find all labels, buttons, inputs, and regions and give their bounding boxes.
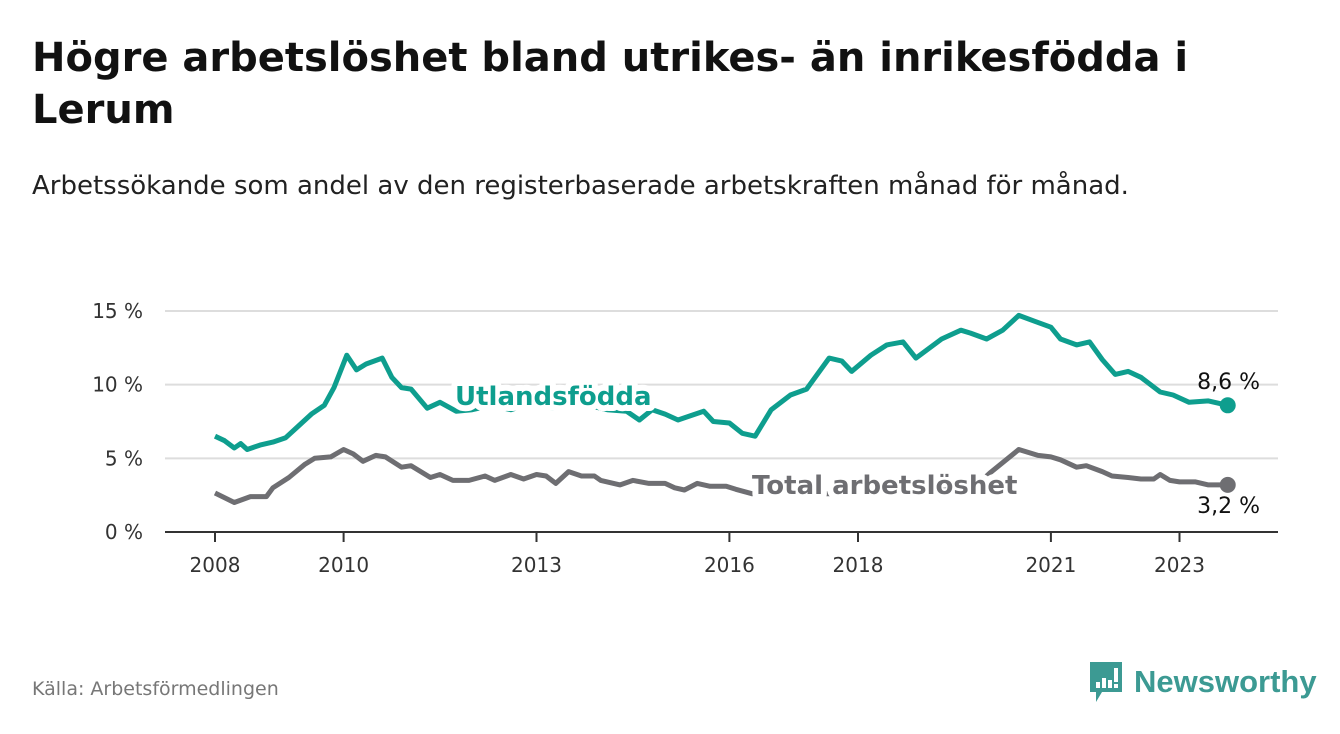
x-tick-label: 2016 xyxy=(704,553,755,577)
line-total xyxy=(213,447,1228,505)
series-lines xyxy=(213,312,1236,505)
chart-subtitle: Arbetssökande som andel av den registerb… xyxy=(32,171,1129,201)
x-tick-label: 2021 xyxy=(1025,553,1076,577)
x-tick-label: 2010 xyxy=(318,553,369,577)
end-point-utlandsfodda xyxy=(1219,397,1236,414)
end-label-utlandsfodda: 8,6 % xyxy=(1197,370,1260,395)
chart-title: Högre arbetslöshet bland utrikes- än inr… xyxy=(32,35,1189,133)
end-label-total: 3,2 % xyxy=(1197,494,1260,519)
y-axis-ticks: 0 % 5 % 10 % 15 % xyxy=(92,299,143,544)
series-label-utlandsfodda: Utlandsfödda xyxy=(455,382,652,412)
x-tick-label: 2018 xyxy=(833,553,884,577)
newsworthy-logo: Newsworthy xyxy=(1088,660,1317,704)
line-utlandsfodda xyxy=(213,312,1229,452)
end-point-total xyxy=(1219,476,1236,493)
x-axis-ticks: 2008 2010 2013 2016 2018 2021 2023 xyxy=(190,532,1205,577)
series-label-total: Total arbetslöshet xyxy=(752,471,1017,501)
y-tick-label: 15 % xyxy=(92,299,143,323)
series-labels: Utlandsfödda Total arbetslöshet 8,6 % 3,… xyxy=(449,370,1260,519)
y-tick-label: 5 % xyxy=(105,446,143,470)
x-tick-label: 2008 xyxy=(190,553,241,577)
newsworthy-logo-icon xyxy=(1090,662,1122,702)
gridlines xyxy=(165,310,1278,533)
newsworthy-logo-text: Newsworthy xyxy=(1134,664,1317,699)
y-tick-label: 10 % xyxy=(92,373,143,397)
x-tick-label: 2023 xyxy=(1154,553,1205,577)
y-tick-label: 0 % xyxy=(105,520,143,544)
source-note: Källa: Arbetsförmedlingen xyxy=(32,678,279,700)
x-tick-label: 2013 xyxy=(511,553,562,577)
